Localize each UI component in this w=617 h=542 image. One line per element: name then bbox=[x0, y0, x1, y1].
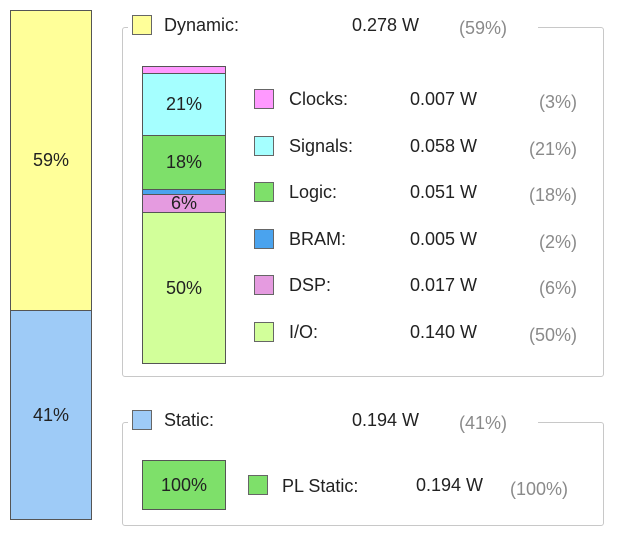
legend-swatch-bram bbox=[254, 229, 274, 249]
pl-static-label: PL Static: bbox=[282, 476, 359, 496]
legend-label-logic: Logic: bbox=[289, 182, 338, 202]
legend-percent-bram: (2%) bbox=[538, 232, 577, 252]
dynamic-segment-label: 50% bbox=[165, 277, 203, 298]
legend-percent-signals: (21%) bbox=[528, 139, 577, 159]
pl-static-value: 0.194 W bbox=[416, 475, 484, 495]
static-header: Static: 0.194 W (41%) bbox=[128, 406, 538, 433]
legend-swatch-signals bbox=[254, 136, 274, 156]
total-bar-static-label: 41% bbox=[32, 404, 70, 425]
legend-percent-clocks: (3%) bbox=[538, 92, 577, 112]
legend-value-logic: 0.051 W bbox=[410, 182, 478, 202]
legend-value-bram: 0.005 W bbox=[410, 229, 478, 249]
dynamic-segment-i-o: 50% bbox=[143, 213, 225, 363]
legend-label-bram: BRAM: bbox=[289, 229, 347, 249]
static-swatch bbox=[132, 410, 152, 430]
legend-swatch-i-o bbox=[254, 322, 274, 342]
pl-static-bar: 100% bbox=[142, 460, 226, 510]
dynamic-segment-dsp: 6% bbox=[143, 193, 225, 213]
static-percent: (41%) bbox=[459, 413, 508, 433]
static-label: Static: bbox=[164, 410, 215, 430]
legend-percent-logic: (18%) bbox=[528, 185, 577, 205]
legend-value-dsp: 0.017 W bbox=[410, 275, 478, 295]
legend-label-signals: Signals: bbox=[289, 136, 354, 156]
legend-value-i-o: 0.140 W bbox=[410, 322, 478, 342]
legend-swatch-logic bbox=[254, 182, 274, 202]
legend-swatch-clocks bbox=[254, 89, 274, 109]
dynamic-swatch bbox=[132, 15, 152, 35]
dynamic-label: Dynamic: bbox=[164, 15, 240, 35]
dynamic-header: Dynamic: 0.278 W (59%) bbox=[128, 13, 538, 39]
legend-percent-i-o: (50%) bbox=[528, 325, 577, 345]
legend-swatch-dsp bbox=[254, 275, 274, 295]
dynamic-value: 0.278 W bbox=[352, 15, 420, 35]
legend-label-i-o: I/O: bbox=[289, 322, 319, 342]
pl-static-percent: (100%) bbox=[510, 479, 569, 499]
dynamic-segment-clocks bbox=[143, 67, 225, 74]
dynamic-segment-logic: 18% bbox=[143, 136, 225, 190]
dynamic-segment-label: 18% bbox=[165, 152, 203, 172]
dynamic-percent: (59%) bbox=[459, 18, 508, 38]
dynamic-segment-label: 21% bbox=[165, 94, 203, 114]
pl-static-swatch bbox=[248, 475, 268, 495]
dynamic-breakdown-bar: 21% 18% 6% 50% bbox=[142, 66, 226, 364]
pl-static-bar-label: 100% bbox=[160, 474, 208, 495]
total-bar-dynamic-label: 59% bbox=[32, 150, 70, 170]
dynamic-segment-label: 6% bbox=[170, 193, 197, 213]
legend-value-clocks: 0.007 W bbox=[410, 89, 478, 109]
total-bar-static-segment: 41% bbox=[11, 311, 91, 519]
total-bar-dynamic-segment: 59% bbox=[11, 11, 91, 311]
legend-label-clocks: Clocks: bbox=[289, 89, 349, 109]
legend-label-dsp: DSP: bbox=[289, 275, 332, 295]
legend-percent-dsp: (6%) bbox=[538, 278, 577, 298]
total-power-bar: 59% 41% bbox=[10, 10, 92, 520]
dynamic-segment-signals: 21% bbox=[143, 74, 225, 136]
legend-value-signals: 0.058 W bbox=[410, 136, 478, 156]
static-value: 0.194 W bbox=[352, 410, 420, 430]
dynamic-segment-bram bbox=[143, 190, 225, 195]
